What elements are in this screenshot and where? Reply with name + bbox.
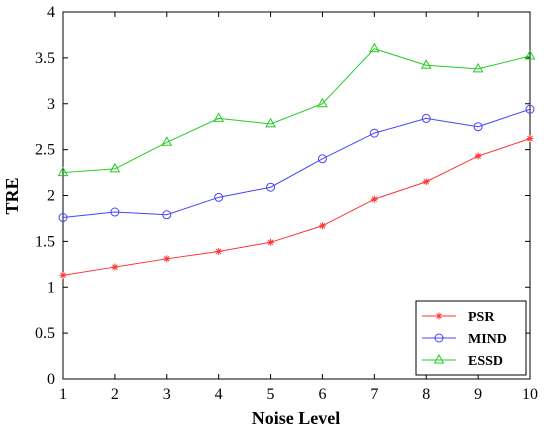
data-point-psr (163, 255, 171, 263)
y-tick-label: 2 (47, 188, 55, 205)
x-tick-label: 2 (111, 386, 119, 403)
y-tick-label: 1 (47, 279, 55, 296)
y-tick-label: 1.5 (35, 233, 55, 250)
data-point-psr (370, 195, 378, 203)
series-essd (57, 42, 536, 177)
data-point-mind (369, 128, 379, 138)
data-point-essd (524, 50, 536, 60)
y-tick-label: 2.5 (35, 142, 55, 159)
legend-marker-psr (435, 312, 443, 320)
data-point-essd (368, 42, 380, 53)
legend: PSR MIND ESSD (415, 300, 527, 376)
data-point-mind (58, 213, 68, 223)
legend-label-psr: PSR (468, 310, 495, 325)
x-axis-title: Noise Level (252, 408, 340, 428)
x-tick-label: 4 (215, 386, 223, 403)
legend-marker-mind (434, 333, 444, 343)
x-tick-label: 7 (370, 386, 378, 403)
x-tick-label: 5 (267, 386, 275, 403)
y-tick-label: 0 (47, 371, 55, 388)
x-tick-label: 6 (318, 386, 326, 403)
data-point-psr (59, 271, 67, 279)
data-point-mind (110, 207, 120, 217)
data-point-psr (267, 238, 275, 246)
data-point-mind (473, 122, 483, 132)
series-line-psr (62, 138, 531, 276)
legend-item-mind: MIND (422, 332, 507, 347)
series-line-mind (62, 108, 531, 219)
y-axis-title: TRE (2, 177, 22, 214)
data-point-mind (162, 210, 172, 220)
data-point-psr (526, 135, 534, 143)
data-point-essd (420, 59, 432, 69)
data-point-mind (214, 192, 224, 202)
data-point-essd (161, 136, 173, 146)
data-point-essd (472, 62, 484, 73)
legend-item-essd: ESSD (422, 353, 503, 369)
series-layer (57, 42, 536, 279)
x-tick-label: 10 (522, 386, 538, 403)
data-point-mind (421, 113, 431, 123)
data-point-essd (317, 97, 328, 108)
data-point-essd (57, 166, 69, 177)
data-point-mind (317, 154, 327, 164)
x-tick-label: 3 (163, 386, 171, 403)
legend-marker-essd (433, 353, 445, 364)
x-tick-label: 1 (59, 386, 67, 403)
x-tick-label: 9 (474, 386, 482, 403)
y-tick-label: 0.5 (35, 325, 55, 342)
y-tick-label: 3 (47, 96, 55, 113)
x-axis: 1 2 3 4 5 6 7 8 9 10 (59, 12, 538, 403)
legend-item-psr: PSR (422, 310, 495, 325)
y-tick-label: 3.5 (35, 50, 55, 67)
data-point-mind (525, 104, 535, 114)
data-point-essd (265, 117, 276, 128)
series-psr (59, 135, 534, 279)
data-point-psr (474, 152, 482, 160)
x-tick-label: 8 (422, 386, 430, 403)
data-point-essd (213, 112, 225, 122)
data-point-psr (318, 222, 326, 230)
y-axis: 0 0.5 1 1.5 2 2.5 3 3.5 4 (35, 4, 530, 388)
legend-label-mind: MIND (468, 332, 507, 347)
data-point-mind (266, 182, 276, 192)
legend-label-essd: ESSD (468, 354, 503, 369)
y-tick-label: 4 (47, 4, 55, 21)
data-point-psr (422, 178, 430, 186)
data-point-psr (215, 247, 223, 255)
data-point-psr (111, 263, 119, 271)
series-line-essd (62, 48, 531, 174)
data-point-essd (109, 162, 121, 173)
series-mind (58, 104, 535, 223)
